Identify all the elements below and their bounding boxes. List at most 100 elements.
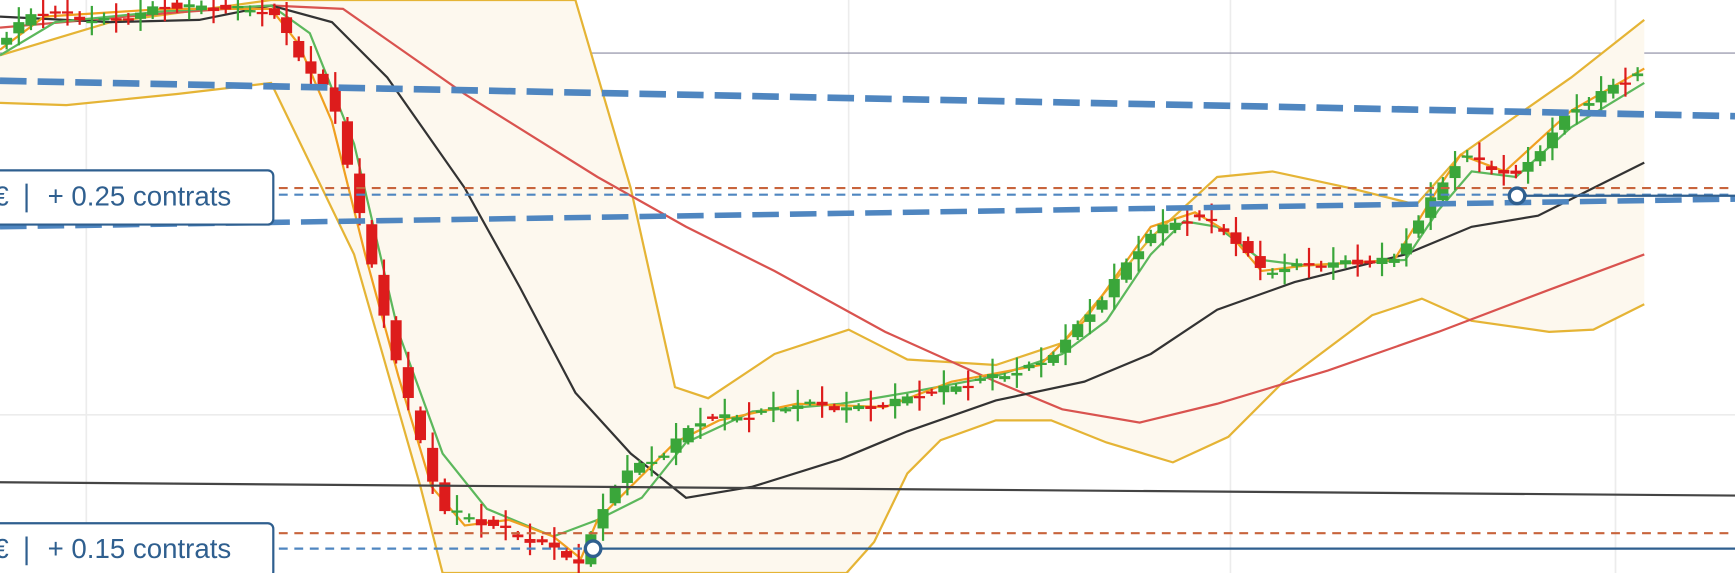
candle-body (256, 11, 268, 15)
candle-body (1084, 314, 1096, 322)
candle-body (1206, 218, 1218, 222)
candle-body (1193, 214, 1205, 218)
candle-body (792, 405, 804, 409)
candle-body (536, 539, 548, 543)
candle-body (390, 320, 402, 361)
candle-body (98, 18, 110, 21)
candle-body (548, 542, 560, 548)
candle-body (1473, 157, 1485, 161)
candle-body (1072, 324, 1084, 338)
candle-body (147, 6, 159, 15)
candle-body (840, 407, 853, 411)
candle-body (597, 509, 609, 529)
candle-body (281, 17, 293, 34)
candle-body (1510, 170, 1522, 174)
candle-body (414, 410, 427, 441)
candle-body (1035, 362, 1047, 366)
candle-body (1218, 228, 1230, 232)
candle-body (49, 11, 61, 14)
candle-body (1157, 224, 1169, 234)
candle-body (1230, 232, 1242, 244)
candle-body (853, 405, 865, 410)
candle-body (1120, 262, 1132, 280)
candle-body (1619, 82, 1631, 85)
candle-body (1108, 279, 1120, 298)
candle-body (621, 470, 633, 483)
moving-average-red (0, 4, 1645, 424)
order-label[interactable]: € + 0.15 contrats (0, 522, 275, 573)
candle-body (122, 18, 134, 21)
candle-body (1, 37, 13, 45)
candle-body (1279, 268, 1291, 273)
candle-body (1546, 132, 1558, 149)
candle-body (999, 376, 1011, 380)
candle-body (220, 4, 232, 10)
candle-body (1632, 73, 1644, 77)
candle-body (1449, 166, 1461, 179)
candle-body (938, 385, 950, 393)
candle-body (171, 2, 183, 9)
label-box (0, 169, 275, 226)
candle-body (268, 8, 280, 16)
candle-body (354, 173, 366, 214)
candle-body (1400, 243, 1412, 255)
candle-body (244, 10, 256, 13)
candle-body (366, 224, 378, 265)
candle-body (865, 406, 877, 409)
candle-body (974, 378, 986, 381)
candle-body (317, 73, 329, 85)
candle-body (1303, 263, 1315, 266)
entry-marker (583, 539, 603, 559)
candle-body (512, 534, 524, 538)
candle-body (889, 398, 901, 407)
candle-body (1145, 233, 1157, 244)
candle-body (609, 487, 621, 504)
candle-body (646, 461, 658, 465)
candle-body (1291, 263, 1303, 267)
candle-body (487, 519, 500, 526)
candle-body (208, 7, 220, 12)
candle-body (1169, 222, 1181, 230)
candle-body (25, 14, 37, 26)
candle-body (1583, 103, 1595, 106)
candle-body (500, 525, 512, 528)
trend-line (0, 481, 1735, 497)
candle-body (573, 559, 585, 564)
candle-body (463, 517, 475, 520)
candle-body (731, 417, 743, 421)
candle-body (195, 5, 207, 11)
channel-line (0, 196, 1735, 230)
candle-body (987, 374, 999, 379)
candle-body (61, 11, 74, 14)
order-label[interactable]: € + 0.25 contrats (0, 169, 275, 226)
candle-body (183, 4, 195, 8)
candle-body (1413, 220, 1425, 234)
channel-line (0, 77, 1735, 120)
candle-body (682, 428, 694, 443)
candle-body (1011, 372, 1023, 376)
candle-body (1242, 241, 1254, 254)
candle-body (232, 6, 244, 9)
candle-body (378, 274, 390, 316)
candle-body (670, 438, 682, 453)
candle-body (780, 409, 792, 412)
label-text: + 0.25 contrats (48, 180, 232, 211)
candle-body (743, 417, 755, 420)
band-fill (0, 0, 1645, 573)
moving-average-black (0, 4, 1645, 499)
candle-body (634, 462, 646, 473)
candle-body (159, 6, 171, 10)
candle-body (1181, 221, 1193, 224)
candle-body (962, 385, 974, 389)
label-text: + 0.15 contrats (48, 533, 232, 564)
candle-body (804, 401, 816, 404)
candle-body (694, 423, 706, 427)
candle-body (329, 87, 341, 112)
candle-body (74, 16, 86, 21)
candle-body (1339, 260, 1352, 265)
candle-body (1486, 166, 1498, 170)
candle-body (524, 538, 536, 543)
candle-body (1571, 109, 1583, 113)
candle-body (451, 510, 463, 513)
